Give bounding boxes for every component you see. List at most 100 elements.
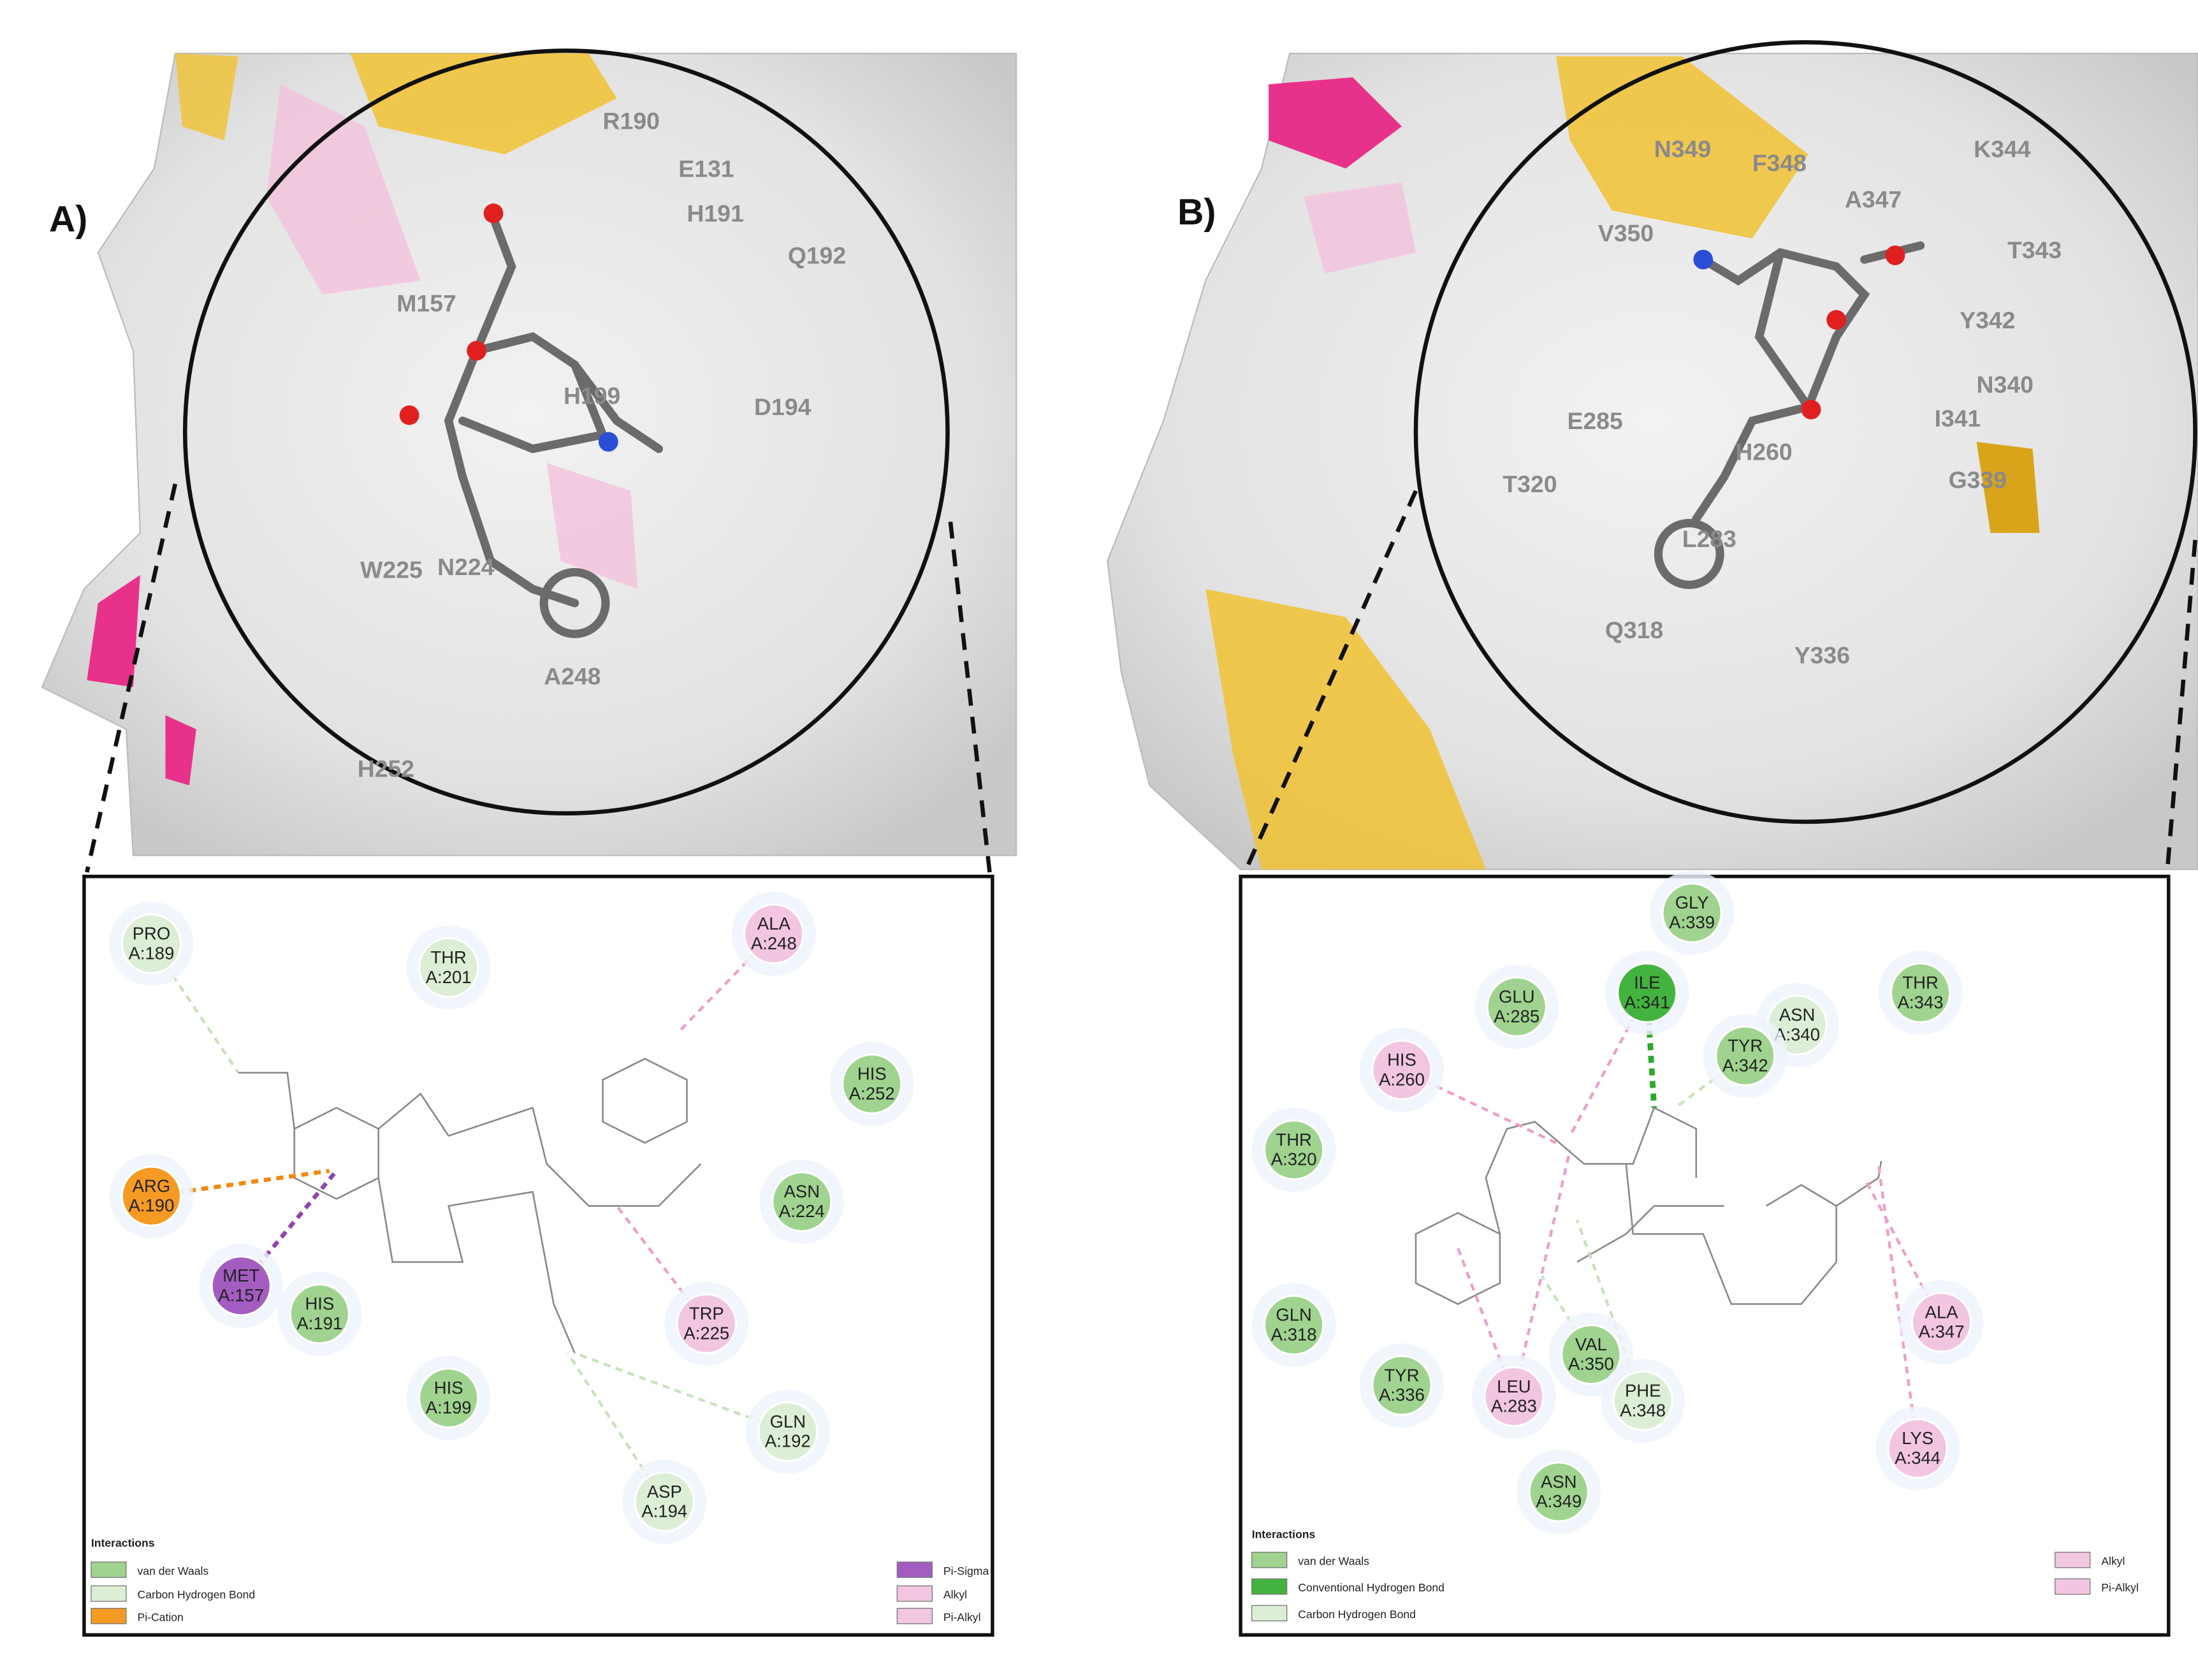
residue-id: A:349 — [1536, 1491, 1582, 1511]
surface-residue-label: A347 — [1845, 186, 1902, 213]
residue-disc — [210, 1255, 272, 1317]
residue-name: MET — [222, 1266, 259, 1285]
residue-name: ASN — [1541, 1472, 1576, 1491]
legend-swatch — [1251, 1578, 1288, 1595]
surface-residue-label: H260 — [1735, 439, 1792, 465]
surface-residue-label: G339 — [1949, 467, 2007, 493]
residue-id: A:192 — [765, 1431, 811, 1451]
residue-id: A:190 — [129, 1195, 175, 1215]
surface-residue-label: E285 — [1567, 407, 1622, 434]
residue-id: A:194 — [641, 1501, 687, 1521]
surface-residue-label: N340 — [1977, 371, 2034, 398]
residue-disc — [418, 937, 479, 998]
residue-disc — [1263, 1119, 1325, 1181]
residue-id: A:344 — [1895, 1448, 1940, 1468]
legend-swatch — [2055, 1551, 2091, 1568]
surface-residue-label: Y342 — [1960, 307, 2015, 333]
legend-label: van der Waals — [1298, 1554, 1369, 1567]
residue-disc — [757, 1401, 819, 1463]
residue-disc — [1371, 1355, 1432, 1416]
panel-label: A) — [49, 199, 87, 240]
residue-name: ALA — [757, 914, 791, 933]
residue-name: GLN — [770, 1412, 806, 1431]
residue-id: A:336 — [1379, 1385, 1425, 1405]
surface-residue-label: I341 — [1935, 405, 1981, 432]
residue-disc — [120, 1165, 182, 1227]
legend-swatch — [91, 1561, 127, 1578]
surface-residue-label: H191 — [687, 200, 744, 227]
surface-residue-label: N349 — [1654, 136, 1711, 163]
residue-id: A:343 — [1898, 992, 1944, 1012]
legend-label: Carbon Hydrogen Bond — [138, 1588, 256, 1601]
residue-disc — [1561, 1324, 1622, 1385]
surface-a — [41, 48, 1017, 873]
residue-id: A:341 — [1624, 992, 1670, 1012]
panel-label: B) — [1177, 192, 1216, 233]
residue-name: TRP — [689, 1304, 724, 1324]
residue-disc — [1371, 1039, 1432, 1100]
legend-label: Alkyl — [943, 1588, 967, 1601]
surface-residue-label: V350 — [1598, 220, 1654, 247]
residue-disc — [418, 1367, 479, 1429]
residue-name: GLY — [1675, 893, 1709, 912]
surface-residue-label: L283 — [1682, 525, 1736, 552]
residue-id: A:260 — [1379, 1069, 1425, 1089]
residue-id: A:350 — [1568, 1354, 1614, 1374]
residue-name: HIS — [1387, 1050, 1416, 1070]
residue-id: A:348 — [1620, 1400, 1666, 1420]
residue-id: A:191 — [296, 1313, 342, 1333]
residue-id: A:320 — [1271, 1150, 1317, 1169]
residue-name: ASN — [784, 1181, 820, 1201]
legend-swatch — [896, 1561, 933, 1578]
residue-id: A:252 — [849, 1083, 895, 1103]
residue-disc — [743, 903, 804, 965]
surface-residue-label: T320 — [1503, 471, 1557, 497]
residue-disc — [1612, 1370, 1674, 1431]
residue-name: PHE — [1625, 1380, 1661, 1400]
legend-swatch — [1251, 1551, 1288, 1568]
legend-swatch — [896, 1585, 933, 1602]
legend-title: Interactions — [91, 1537, 155, 1549]
legend-swatch — [91, 1585, 127, 1602]
legend-label: Pi-Alkyl — [943, 1611, 981, 1623]
residue-id: A:225 — [683, 1323, 729, 1343]
legend-swatch — [2055, 1578, 2091, 1595]
surface-residue-label: W225 — [360, 556, 423, 583]
legend-swatch — [1251, 1605, 1288, 1621]
residue-id: A:248 — [751, 933, 797, 953]
residue-id: A:283 — [1491, 1396, 1537, 1416]
residue-name: HIS — [857, 1064, 887, 1084]
residue-disc — [1616, 962, 1678, 1024]
surface-residue-label: N224 — [437, 553, 495, 580]
legend-label: van der Waals — [138, 1565, 209, 1577]
residue-name: HIS — [434, 1378, 463, 1398]
surface-residue-label: T343 — [2007, 237, 2062, 263]
residue-name: THR — [1902, 973, 1938, 993]
surface-residue-label: Q192 — [788, 242, 846, 269]
residue-id: A:224 — [779, 1201, 825, 1221]
residue-name: LYS — [1902, 1428, 1933, 1448]
residue-name: GLN — [1276, 1305, 1311, 1325]
legend-label: Alkyl — [2101, 1554, 2125, 1567]
legend-label: Pi-Cation — [138, 1611, 184, 1623]
residue-name: TYR — [1385, 1365, 1420, 1385]
residue-disc — [1887, 1418, 1949, 1479]
residue-name: HIS — [305, 1294, 334, 1313]
surface-residue-label: Y336 — [1794, 641, 1850, 668]
residue-disc — [1486, 976, 1548, 1038]
